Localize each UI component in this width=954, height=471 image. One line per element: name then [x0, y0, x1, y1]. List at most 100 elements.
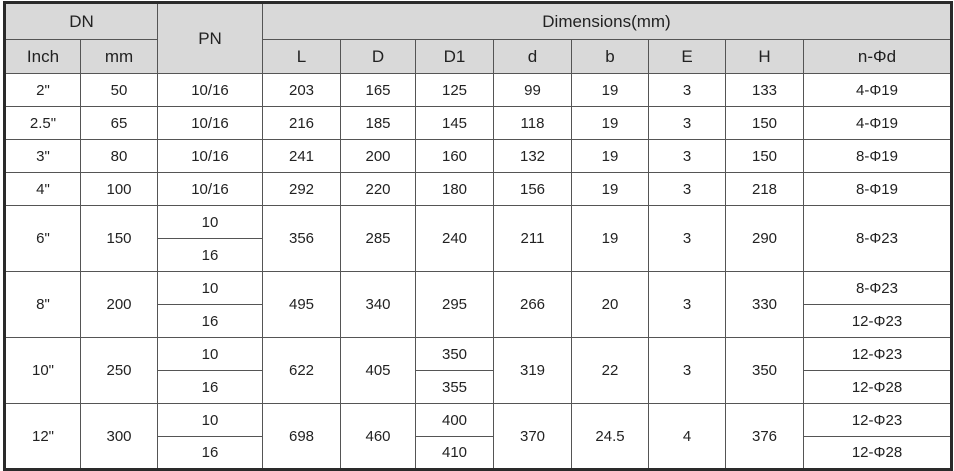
cell-pn: 10 [157, 271, 263, 305]
cell-l: 622 [262, 337, 341, 404]
cell-nd: 8-Φ23 [803, 205, 952, 272]
cell-pn: 16 [157, 370, 263, 404]
cell-mm: 65 [80, 106, 158, 140]
cell-d1: 125 [415, 73, 494, 107]
table-row: 8" 200 10 495 340 295 266 20 3 330 8-Φ23 [4, 271, 952, 338]
cell-d: 200 [340, 139, 416, 173]
cell-pn: 10/16 [157, 139, 263, 173]
cell-inch: 2" [4, 73, 81, 107]
cell-inch: 6" [4, 205, 81, 272]
cell-d: 285 [340, 205, 416, 272]
table-row: 12" 300 10 698 460 400 370 24.5 4 376 12-Φ23 [4, 403, 952, 470]
cell-e: 3 [648, 271, 726, 338]
cell-mm: 80 [80, 139, 158, 173]
cell-h: 150 [725, 139, 804, 173]
cell-mm: 100 [80, 172, 158, 206]
cell-d1: 160 [415, 139, 494, 173]
cell-e: 3 [648, 172, 726, 206]
cell-d1: 180 [415, 172, 494, 206]
table-row: 2.5" 65 10/16 216 185 145 118 19 3 150 4-Φ19 [4, 106, 952, 140]
table-row: 6" 150 10 356 285 240 211 19 3 290 8-Φ23 [4, 205, 952, 272]
cell-d1: 400 [415, 403, 494, 437]
header-b: b [571, 39, 649, 74]
cell-inch: 2.5" [4, 106, 81, 140]
header-inch: Inch [4, 39, 81, 74]
cell-d1: 355 [415, 370, 494, 404]
cell-b: 19 [571, 106, 649, 140]
cell-mm: 50 [80, 73, 158, 107]
cell-b: 24.5 [571, 403, 649, 470]
cell-pn: 10/16 [157, 106, 263, 140]
header-h: H [725, 39, 804, 74]
header-mm: mm [80, 39, 158, 74]
cell-mm: 200 [80, 271, 158, 338]
cell-nd: 12-Φ23 [803, 304, 952, 338]
cell-l: 292 [262, 172, 341, 206]
header-l: L [262, 39, 341, 74]
table-row: 16 12-Φ23 [5, 304, 952, 338]
cell-nd: 12-Φ28 [803, 436, 952, 470]
cell-b: 22 [571, 337, 649, 404]
cell-nd: 12-Φ23 [803, 337, 952, 371]
header-d-outer: D [340, 39, 416, 74]
cell-mm: 250 [80, 337, 158, 404]
header-n-phi-d: n-Φd [803, 39, 952, 74]
cell-nd: 8-Φ19 [803, 139, 952, 173]
cell-d: 340 [340, 271, 416, 338]
cell-d1: 410 [415, 436, 494, 470]
cell-h: 330 [725, 271, 804, 338]
cell-d1: 240 [415, 205, 494, 272]
cell-h: 218 [725, 172, 804, 206]
cell-h: 150 [725, 106, 804, 140]
cell-e: 4 [648, 403, 726, 470]
cell-b: 19 [571, 205, 649, 272]
cell-h: 290 [725, 205, 804, 272]
table-row: 10" 250 10 622 405 350 319 22 3 350 12-Φ23 [4, 337, 952, 404]
cell-d: 460 [340, 403, 416, 470]
cell-d: 370 [493, 403, 572, 470]
cell-nd: 4-Φ19 [803, 106, 952, 140]
cell-pn: 16 [157, 436, 263, 470]
cell-h: 350 [725, 337, 804, 404]
cell-l: 698 [262, 403, 341, 470]
header-pn: PN [157, 2, 263, 74]
cell-e: 3 [648, 337, 726, 404]
cell-pn: 10/16 [157, 73, 263, 107]
table-row: 16 355 12-Φ28 [5, 370, 952, 404]
header-dimensions: Dimensions(mm) [262, 2, 952, 40]
header-e: E [648, 39, 726, 74]
table-row: 4" 100 10/16 292 220 180 156 19 3 218 8-Φ19 [4, 172, 952, 206]
cell-e: 3 [648, 106, 726, 140]
cell-e: 3 [648, 139, 726, 173]
cell-l: 356 [262, 205, 341, 272]
cell-pn: 10/16 [157, 172, 263, 206]
cell-d: 211 [493, 205, 572, 272]
cell-mm: 150 [80, 205, 158, 272]
table-row: 2" 50 10/16 203 165 125 99 19 3 133 4-Φ19 [4, 73, 952, 107]
cell-d: 118 [493, 106, 572, 140]
cell-inch: 4" [4, 172, 81, 206]
cell-pn: 10 [157, 403, 263, 437]
cell-b: 19 [571, 139, 649, 173]
cell-inch: 8" [4, 271, 81, 338]
cell-b: 19 [571, 73, 649, 107]
cell-d: 220 [340, 172, 416, 206]
cell-inch: 10" [4, 337, 81, 404]
cell-d: 185 [340, 106, 416, 140]
cell-d: 99 [493, 73, 572, 107]
cell-l: 495 [262, 271, 341, 338]
cell-inch: 3" [4, 139, 81, 173]
table-row: 16 410 12-Φ28 [5, 436, 952, 470]
cell-l: 203 [262, 73, 341, 107]
cell-l: 216 [262, 106, 341, 140]
table-body: 2" 50 10/16 203 165 125 99 19 3 133 4-Φ19 2.5" 65 10/… [4, 73, 952, 470]
cell-pn: 16 [157, 304, 263, 338]
cell-d: 266 [493, 271, 572, 338]
table-row: 3" 80 10/16 241 200 160 132 19 3 150 8-Φ19 [4, 139, 952, 173]
cell-pn: 10 [157, 337, 263, 371]
cell-pn: 16 [157, 238, 263, 272]
table-row: 16 [5, 238, 952, 272]
cell-d: 156 [493, 172, 572, 206]
header-d-inner: d [493, 39, 572, 74]
cell-mm: 300 [80, 403, 158, 470]
